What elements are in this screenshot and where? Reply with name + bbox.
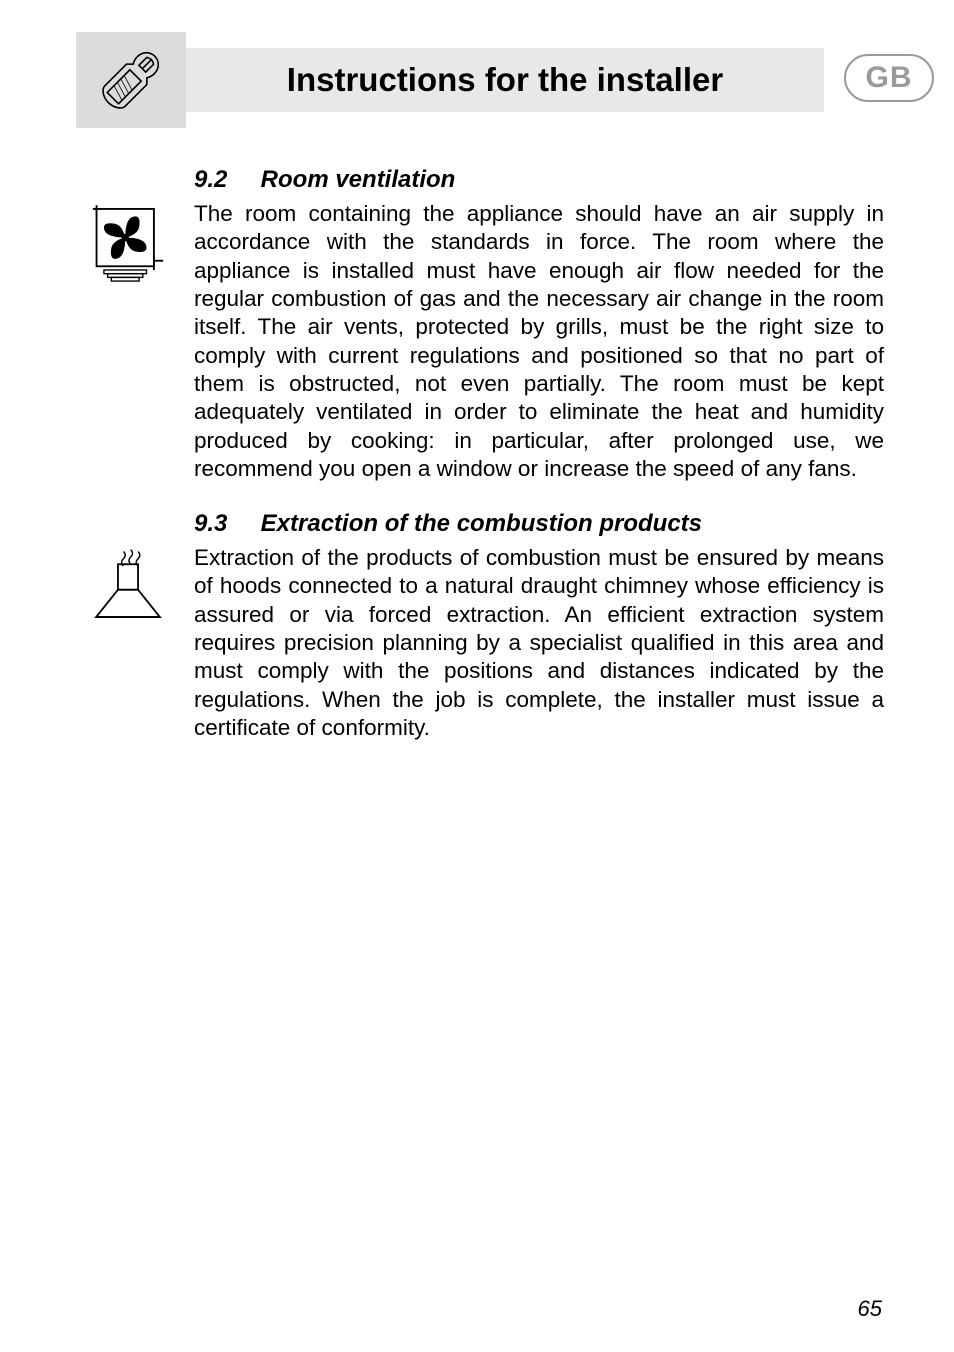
section-room-ventilation: 9.2 Room ventilation The room containing… xyxy=(76,166,884,483)
wrench-icon xyxy=(91,40,171,120)
wrench-icon-box xyxy=(76,32,186,128)
hood-icon-container xyxy=(76,544,180,628)
section-title: Room ventilation xyxy=(261,166,456,193)
section-number: 9.3 xyxy=(194,510,254,538)
section-text: The room containing the appliance should… xyxy=(194,200,884,483)
fan-icon xyxy=(91,202,165,288)
language-badge: GB xyxy=(844,54,934,102)
header-row: Instructions for the installer GB xyxy=(0,32,954,128)
section-title: Extraction of the combustion products xyxy=(261,510,702,537)
fan-icon-container xyxy=(76,200,180,288)
extractor-hood-icon xyxy=(87,546,169,628)
section-body: The room containing the appliance should… xyxy=(76,200,884,483)
section-heading: 9.3 Extraction of the combustion product… xyxy=(194,510,884,538)
section-extraction: 9.3 Extraction of the combustion product… xyxy=(76,510,884,742)
page-number: 65 xyxy=(858,1296,882,1322)
section-number: 9.2 xyxy=(194,166,254,194)
section-text: Extraction of the products of combustion… xyxy=(194,544,884,742)
language-code: GB xyxy=(866,61,913,95)
page-title: Instructions for the installer xyxy=(287,61,723,99)
section-heading: 9.2 Room ventilation xyxy=(194,166,884,194)
section-body: Extraction of the products of combustion… xyxy=(76,544,884,742)
title-band: Instructions for the installer xyxy=(186,48,824,112)
